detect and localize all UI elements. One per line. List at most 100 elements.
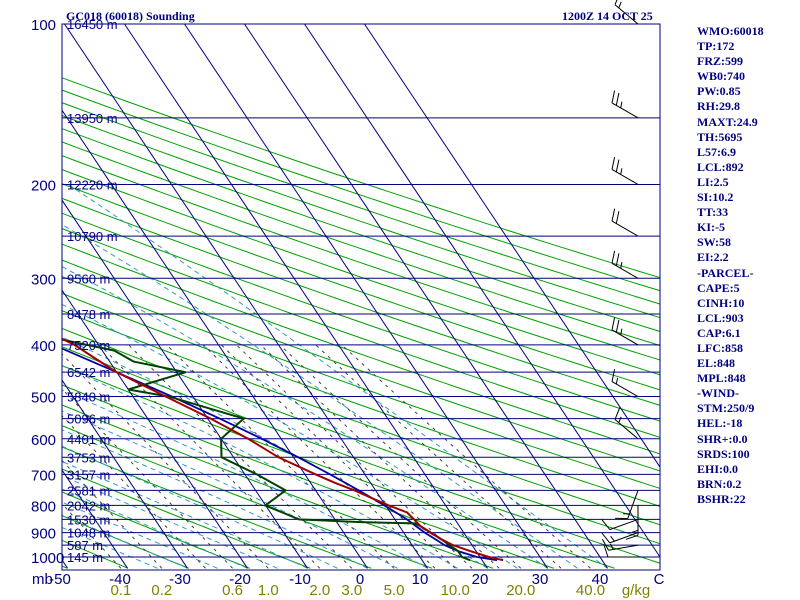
dry-adiabat-line bbox=[62, 515, 189, 569]
mixing-ratio-line bbox=[166, 344, 395, 569]
dry-adiabat-line bbox=[62, 102, 660, 305]
temperature-tick-label: -50 bbox=[49, 571, 71, 588]
moist-adiabat-line bbox=[62, 526, 158, 569]
mixing-ratio-line bbox=[62, 353, 269, 569]
height-label: 6542 m bbox=[67, 365, 110, 380]
height-label: 145 m bbox=[67, 550, 103, 565]
temperature-tick-label: 20 bbox=[472, 571, 489, 588]
mixing-ratio-label: 1.0 bbox=[258, 582, 279, 599]
index-value: LCL:892 bbox=[697, 159, 744, 174]
mixing-ratio-unit: g/kg bbox=[622, 582, 650, 599]
height-label: 9560 m bbox=[67, 271, 110, 286]
isotherm-line bbox=[62, 289, 248, 569]
dry-adiabat-line bbox=[0, 24, 6, 568]
height-label: 7520 m bbox=[67, 338, 110, 353]
index-value: EL:848 bbox=[697, 356, 736, 371]
mixing-ratio-label: 20.0 bbox=[506, 582, 535, 599]
index-value: RH:29.8 bbox=[697, 99, 740, 114]
index-value: BRN:0.2 bbox=[697, 476, 742, 491]
height-label: 13950 m bbox=[67, 111, 118, 126]
dry-adiabat-line bbox=[62, 446, 372, 569]
moist-adiabat-line bbox=[62, 410, 398, 569]
wind-barb-flag bbox=[601, 519, 611, 530]
station-title: GC018 (60018) Sounding bbox=[66, 9, 195, 23]
mixing-ratio-label: 10.0 bbox=[441, 582, 470, 599]
wind-barb-flag bbox=[615, 319, 620, 333]
pressure-tick-label: 400 bbox=[31, 338, 56, 355]
index-value: TH:5695 bbox=[697, 129, 743, 144]
pressure-tick-label: 900 bbox=[31, 526, 56, 543]
wind-barb bbox=[611, 208, 639, 237]
wind-barb-flag bbox=[620, 101, 623, 108]
wind-barb-flag bbox=[614, 0, 618, 5]
index-value: LCL:903 bbox=[697, 310, 744, 325]
pressure-tick-label: 500 bbox=[31, 390, 56, 407]
index-value: SHR+:0.0 bbox=[697, 431, 748, 446]
wind-barb bbox=[603, 544, 638, 558]
mixing-ratio-line bbox=[221, 344, 456, 569]
stability-index-panel: WMO:60018 TP:172 FRZ:599 WB0:740 PW:0.85 RH:2… bbox=[697, 24, 797, 507]
wind-barb bbox=[614, 407, 639, 440]
temperature-tick-label: 10 bbox=[412, 571, 429, 588]
moist-adiabat-line bbox=[62, 303, 518, 569]
wind-barb-flag bbox=[614, 407, 621, 420]
wind-barb bbox=[611, 250, 639, 279]
isotherm-line bbox=[0, 24, 8, 568]
index-value: TT:33 bbox=[697, 205, 729, 220]
isobars bbox=[62, 24, 660, 558]
dry-adiabat-line bbox=[62, 212, 660, 422]
moist-adiabat-line bbox=[62, 389, 428, 569]
isotherm-line bbox=[184, 24, 548, 569]
dry-adiabat-line bbox=[62, 115, 660, 319]
dry-adiabat-line bbox=[62, 183, 660, 391]
wind-barb-flag bbox=[601, 538, 609, 551]
isotherm-line bbox=[62, 379, 188, 569]
pressure-axis-unit: mb bbox=[32, 571, 53, 588]
mixing-ratio-label: 0.6 bbox=[222, 582, 243, 599]
height-label: 4401 m bbox=[67, 432, 110, 447]
dry-adiabat-line bbox=[62, 89, 660, 292]
dry-adiabat-line bbox=[62, 468, 311, 569]
mixing-ratio-line bbox=[341, 344, 591, 569]
wind-barb-flag bbox=[603, 544, 609, 558]
wind-barb-shaft bbox=[609, 518, 639, 531]
dry-adiabats bbox=[0, 24, 660, 569]
height-label: 8478 m bbox=[67, 307, 110, 322]
temperature-tick-label: -10 bbox=[289, 571, 311, 588]
wind-barb-flag bbox=[610, 535, 615, 542]
wind-barbs bbox=[601, 0, 639, 558]
moist-adiabat-line bbox=[68, 183, 608, 569]
wind-barb-flag bbox=[620, 168, 623, 175]
pressure-tick-label: 100 bbox=[31, 17, 56, 34]
mixing-ratio-line bbox=[236, 344, 473, 569]
wind-barb-flag bbox=[631, 529, 639, 533]
index-value: -WIND- bbox=[697, 386, 739, 401]
dry-adiabat-line bbox=[62, 169, 660, 376]
wind-barb-flag bbox=[611, 156, 616, 170]
wind-barb-flag bbox=[618, 416, 622, 423]
mixing-ratio-label: 2.0 bbox=[309, 582, 330, 599]
dry-adiabat-line bbox=[62, 197, 660, 406]
wind-barb-shaft bbox=[614, 4, 639, 25]
moist-adiabat-line bbox=[62, 460, 308, 569]
pressure-tick-label: 800 bbox=[31, 498, 56, 515]
height-label: 1048 m bbox=[67, 526, 110, 541]
height-label: 3157 m bbox=[67, 467, 110, 482]
index-value: MPL:848 bbox=[697, 371, 746, 386]
wind-barb bbox=[601, 532, 639, 544]
dry-adiabat-line bbox=[62, 276, 660, 489]
wind-barb-flag bbox=[611, 369, 616, 382]
wind-barb bbox=[611, 90, 639, 119]
wind-barb-flag bbox=[611, 317, 616, 331]
index-value: EHI:0.0 bbox=[697, 461, 739, 476]
temperature-tick-label: 30 bbox=[532, 571, 549, 588]
isotherm-line bbox=[62, 559, 68, 569]
wind-barb bbox=[611, 317, 639, 346]
wind-barb-flag bbox=[611, 208, 616, 222]
height-label: 12220 m bbox=[67, 177, 118, 192]
dry-adiabat-line bbox=[62, 128, 660, 332]
pressure-tick-label: 1000 bbox=[31, 550, 64, 567]
mixing-ratio-line bbox=[62, 502, 122, 569]
dry-adiabat-line bbox=[62, 491, 250, 569]
